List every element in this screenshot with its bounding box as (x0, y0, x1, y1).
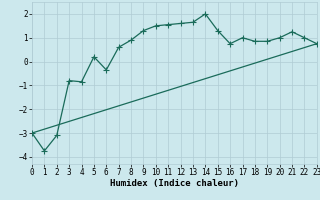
X-axis label: Humidex (Indice chaleur): Humidex (Indice chaleur) (110, 179, 239, 188)
